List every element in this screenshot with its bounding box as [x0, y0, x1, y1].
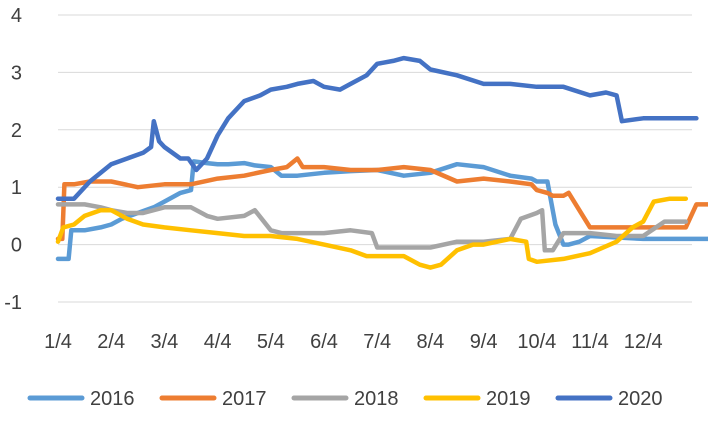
series-line-2020	[55, 55, 699, 201]
series-line-2017	[55, 156, 708, 242]
y-tick-label: 1	[11, 177, 22, 199]
y-tick-label: -1	[4, 292, 22, 314]
x-axis-tick-labels: 1/4 2/4 3/4 4/4 5/4 6/4 7/4 8/4 9/4 10/4 11/4 12/4	[44, 331, 663, 353]
y-tick-label: 2	[11, 120, 22, 142]
x-tick-label: 12/4	[624, 331, 663, 353]
series-lines	[55, 55, 708, 270]
legend-label-2017: 2017	[222, 388, 267, 410]
y-axis-tick-labels: -1 0 1 2 3 4	[4, 5, 22, 314]
y-tick-label: 4	[11, 5, 22, 27]
y-tick-label: 0	[11, 235, 22, 257]
x-tick-label: 7/4	[363, 331, 391, 353]
y-tick-label: 3	[11, 62, 22, 84]
x-tick-label: 6/4	[310, 331, 338, 353]
x-tick-label: 10/4	[517, 331, 556, 353]
x-tick-label: 8/4	[416, 331, 444, 353]
x-tick-label: 3/4	[150, 331, 178, 353]
legend-label-2020: 2020	[618, 388, 663, 410]
x-tick-label: 11/4	[571, 331, 608, 353]
series-line-2019	[55, 196, 689, 270]
x-tick-label: 9/4	[470, 331, 498, 353]
series-line-2016	[55, 159, 708, 262]
x-tick-label: 4/4	[204, 331, 232, 353]
gridlines	[58, 14, 692, 303]
legend: 2016 2017 2018 2019 2020	[27, 388, 663, 410]
series-line-2018	[55, 202, 689, 253]
x-tick-label: 2/4	[97, 331, 125, 353]
x-tick-label: 1/4	[44, 331, 72, 353]
legend-label-2016: 2016	[90, 388, 135, 410]
legend-label-2019: 2019	[486, 388, 531, 410]
legend-label-2018: 2018	[354, 388, 399, 410]
x-tick-label: 5/4	[257, 331, 285, 353]
